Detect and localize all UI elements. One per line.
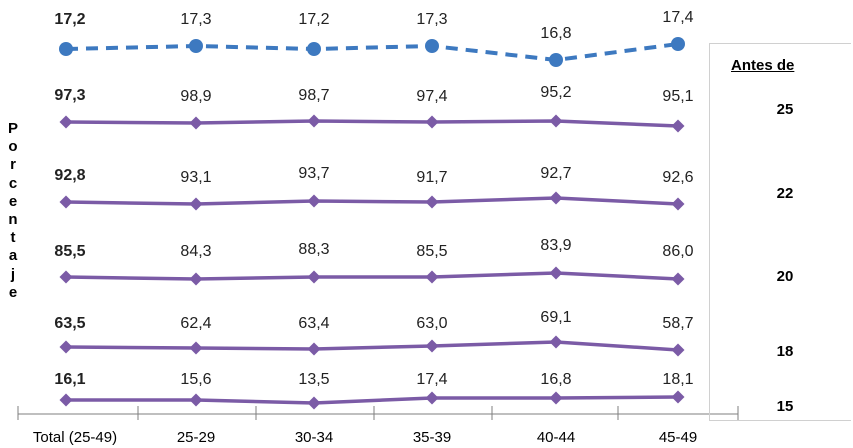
data-label: 17,3	[180, 11, 211, 28]
data-label: 62,4	[180, 315, 211, 332]
x-tick-label: 25-29	[177, 429, 215, 446]
data-label: 13,5	[298, 371, 329, 388]
data-point-marker	[59, 270, 73, 284]
data-point-marker	[549, 266, 563, 280]
data-label: 93,7	[298, 165, 329, 182]
data-label: 63,4	[298, 315, 329, 332]
data-point-marker	[549, 114, 563, 128]
data-label: 69,1	[540, 309, 571, 326]
data-point-marker	[307, 42, 321, 56]
data-point-marker	[59, 393, 73, 407]
data-point-marker	[59, 42, 73, 56]
data-point-marker	[671, 119, 685, 133]
data-label: 95,1	[662, 88, 693, 105]
data-point-marker	[307, 396, 321, 410]
legend-panel	[709, 43, 851, 421]
data-point-marker	[189, 39, 203, 53]
data-point-marker	[549, 53, 563, 67]
data-label: 63,5	[54, 315, 85, 332]
series-line	[65, 340, 679, 352]
series-line	[65, 271, 679, 281]
data-point-marker	[307, 342, 321, 356]
series-line	[65, 42, 679, 62]
data-label: 63,0	[416, 315, 447, 332]
data-label: 86,0	[662, 243, 693, 260]
data-label: 17,3	[416, 11, 447, 28]
data-point-marker	[189, 197, 203, 211]
data-label: 93,1	[180, 169, 211, 186]
data-point-marker	[671, 272, 685, 286]
data-label: 92,8	[54, 167, 85, 184]
data-point-marker	[189, 341, 203, 355]
data-point-marker	[425, 391, 439, 405]
data-point-marker	[425, 39, 439, 53]
x-tick-label: 35-39	[413, 429, 451, 446]
data-label: 91,7	[416, 169, 447, 186]
data-label: 15,6	[180, 371, 211, 388]
data-point-marker	[307, 114, 321, 128]
data-label: 16,8	[540, 25, 571, 42]
data-point-marker	[59, 340, 73, 354]
legend-entry: 20	[776, 268, 794, 285]
data-point-marker	[189, 116, 203, 130]
data-label: 92,7	[540, 165, 571, 182]
data-label: 97,4	[416, 88, 447, 105]
data-point-marker	[425, 115, 439, 129]
data-label: 17,4	[662, 9, 693, 26]
data-point-marker	[189, 272, 203, 286]
data-label: 88,3	[298, 241, 329, 258]
data-label: 98,7	[298, 87, 329, 104]
data-point-marker	[671, 197, 685, 211]
data-point-marker	[671, 343, 685, 357]
data-point-marker	[549, 391, 563, 405]
data-point-marker	[189, 393, 203, 407]
data-point-marker	[549, 191, 563, 205]
x-tick-label: 40-44	[537, 429, 575, 446]
data-point-marker	[425, 339, 439, 353]
data-label: 85,5	[54, 243, 85, 260]
x-tick-label: 30-34	[295, 429, 333, 446]
legend-entry: 22	[776, 185, 794, 202]
data-point-marker	[307, 270, 321, 284]
data-label: 17,4	[416, 371, 447, 388]
data-label: 58,7	[662, 315, 693, 332]
data-label: 85,5	[416, 243, 447, 260]
data-label: 17,2	[298, 11, 329, 28]
data-label: 97,3	[54, 87, 85, 104]
data-label: 16,1	[54, 371, 85, 388]
data-label: 98,9	[180, 88, 211, 105]
data-point-marker	[671, 37, 685, 51]
data-label: 92,6	[662, 169, 693, 186]
data-label: 16,8	[540, 371, 571, 388]
legend-entry: 15	[776, 398, 794, 415]
series-line	[65, 119, 679, 128]
data-point-marker	[59, 195, 73, 209]
data-point-marker	[425, 195, 439, 209]
data-point-marker	[59, 115, 73, 129]
data-label: 95,2	[540, 84, 571, 101]
data-label: 18,1	[662, 371, 693, 388]
data-label: 83,9	[540, 237, 571, 254]
legend-entry: 18	[776, 343, 794, 360]
data-point-marker	[425, 270, 439, 284]
legend-title: Antes de	[731, 57, 795, 74]
data-label: 17,2	[54, 11, 85, 28]
data-point-marker	[671, 390, 685, 404]
data-label: 84,3	[180, 243, 211, 260]
x-tick-label: Total (25-49)	[33, 429, 117, 446]
series-line	[66, 395, 679, 405]
data-point-marker	[549, 335, 563, 349]
series-line	[65, 196, 679, 206]
legend-entry: 25	[776, 101, 794, 118]
data-point-marker	[307, 194, 321, 208]
x-tick-label: 45-49	[659, 429, 697, 446]
